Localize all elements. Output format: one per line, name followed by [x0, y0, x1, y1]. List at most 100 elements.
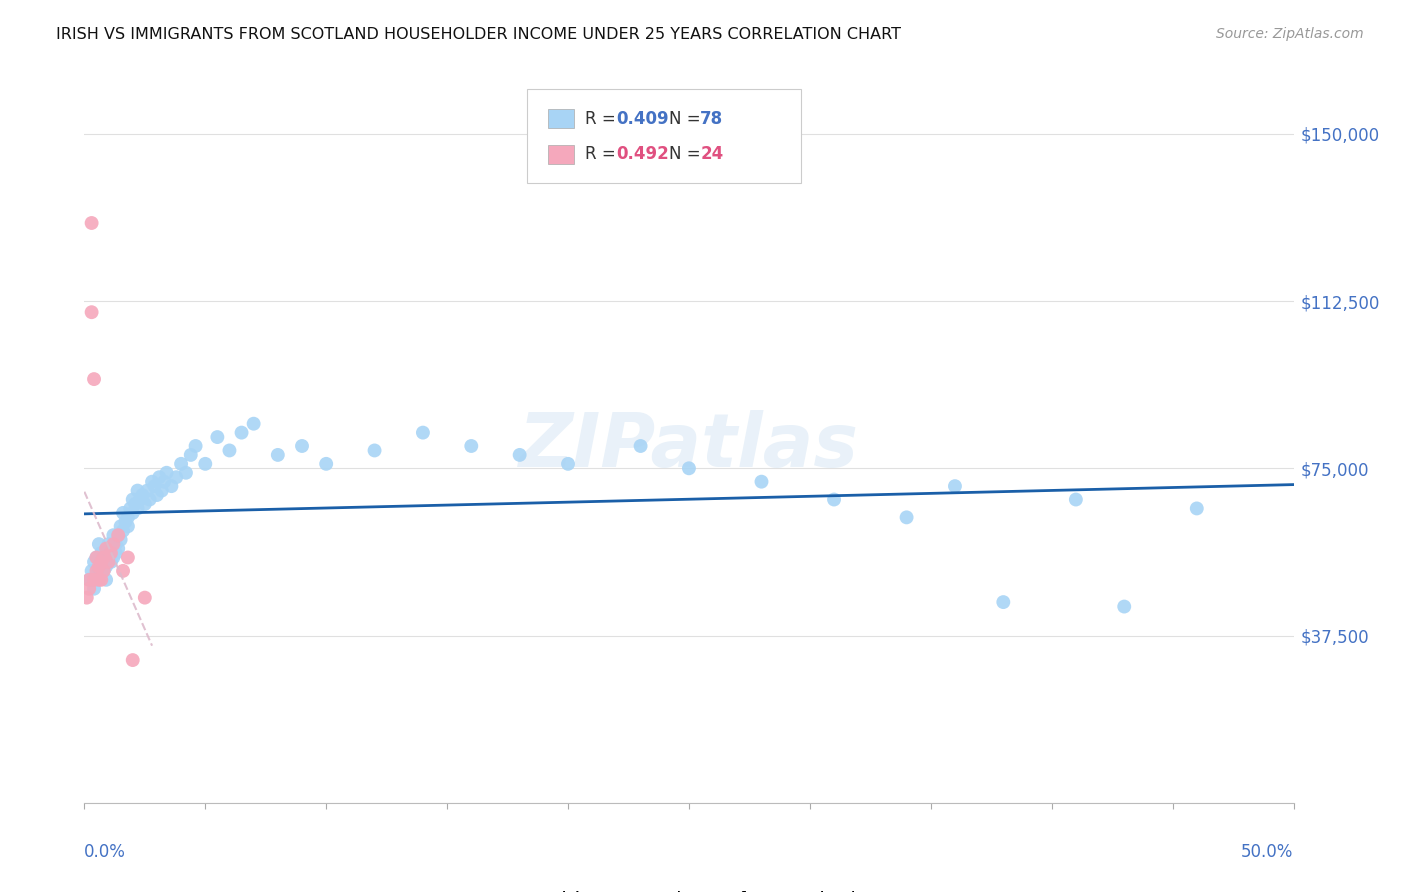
Point	[112, 524, 135, 538]
Point	[121, 506, 143, 520]
Point	[943, 479, 966, 493]
Point	[94, 541, 117, 556]
Point	[87, 559, 110, 574]
Point	[110, 533, 132, 547]
Point	[267, 448, 290, 462]
Text: Source: ZipAtlas.com: Source: ZipAtlas.com	[1216, 27, 1364, 41]
Point	[1185, 501, 1208, 516]
Point	[83, 372, 105, 386]
Point	[100, 555, 122, 569]
Point	[146, 488, 169, 502]
Point	[134, 497, 156, 511]
Point	[231, 425, 253, 440]
Text: 50.0%: 50.0%	[1241, 843, 1294, 861]
Point	[77, 573, 100, 587]
Point	[1114, 599, 1136, 614]
Point	[207, 430, 229, 444]
Point	[557, 457, 579, 471]
Point	[86, 550, 108, 565]
Text: ZIPatlas: ZIPatlas	[519, 409, 859, 483]
Point	[896, 510, 918, 524]
Text: 0.492: 0.492	[616, 145, 669, 163]
Point	[143, 479, 166, 493]
Point	[180, 448, 202, 462]
Point	[148, 470, 170, 484]
Text: 0.409: 0.409	[616, 110, 668, 128]
Point	[80, 216, 103, 230]
Point	[94, 573, 117, 587]
Point	[86, 573, 108, 587]
Point	[150, 483, 173, 498]
Point	[90, 555, 112, 569]
Point	[80, 564, 103, 578]
Point	[112, 506, 135, 520]
Text: 24: 24	[700, 145, 724, 163]
Point	[100, 546, 122, 560]
Point	[117, 550, 139, 565]
Point	[83, 582, 105, 596]
Point	[76, 591, 98, 605]
Point	[124, 497, 146, 511]
Point	[120, 501, 142, 516]
Point	[141, 475, 163, 489]
Point	[363, 443, 385, 458]
Point	[90, 555, 112, 569]
Point	[87, 573, 110, 587]
Text: IRISH VS IMMIGRANTS FROM SCOTLAND HOUSEHOLDER INCOME UNDER 25 YEARS CORRELATION : IRISH VS IMMIGRANTS FROM SCOTLAND HOUSEH…	[56, 27, 901, 42]
Point	[291, 439, 314, 453]
Point	[90, 573, 112, 587]
Text: R =: R =	[585, 145, 621, 163]
Point	[107, 541, 129, 556]
Point	[107, 528, 129, 542]
Point	[103, 537, 125, 551]
Point	[460, 439, 482, 453]
Point	[127, 501, 149, 516]
Text: 0.0%: 0.0%	[84, 843, 127, 861]
Point	[97, 537, 120, 551]
Point	[218, 443, 240, 458]
Point	[93, 550, 115, 565]
Point	[170, 457, 193, 471]
Text: 78: 78	[700, 110, 723, 128]
Text: R =: R =	[585, 110, 621, 128]
Legend: Irish, Immigrants from Scotland: Irish, Immigrants from Scotland	[516, 885, 862, 892]
Point	[87, 564, 110, 578]
Point	[1064, 492, 1087, 507]
Point	[104, 546, 127, 560]
Point	[751, 475, 773, 489]
Point	[87, 537, 110, 551]
Point	[97, 550, 120, 565]
Point	[509, 448, 531, 462]
Point	[993, 595, 1015, 609]
Point	[117, 510, 139, 524]
Point	[93, 564, 115, 578]
Point	[77, 573, 100, 587]
Text: N =: N =	[669, 145, 706, 163]
Point	[153, 475, 176, 489]
Point	[114, 515, 136, 529]
Point	[630, 439, 652, 453]
Text: N =: N =	[669, 110, 706, 128]
Point	[678, 461, 700, 475]
Point	[121, 653, 143, 667]
Point	[83, 573, 105, 587]
Point	[103, 550, 125, 565]
Point	[129, 492, 152, 507]
Point	[80, 305, 103, 319]
Point	[242, 417, 264, 431]
Point	[138, 492, 160, 507]
Point	[100, 541, 122, 556]
Point	[117, 519, 139, 533]
Point	[90, 546, 112, 560]
Point	[104, 537, 127, 551]
Point	[165, 470, 187, 484]
Point	[110, 519, 132, 533]
Point	[184, 439, 207, 453]
Point	[315, 457, 337, 471]
Point	[155, 466, 177, 480]
Point	[134, 591, 156, 605]
Point	[174, 466, 197, 480]
Point	[112, 564, 135, 578]
Point	[86, 564, 108, 578]
Point	[94, 559, 117, 574]
